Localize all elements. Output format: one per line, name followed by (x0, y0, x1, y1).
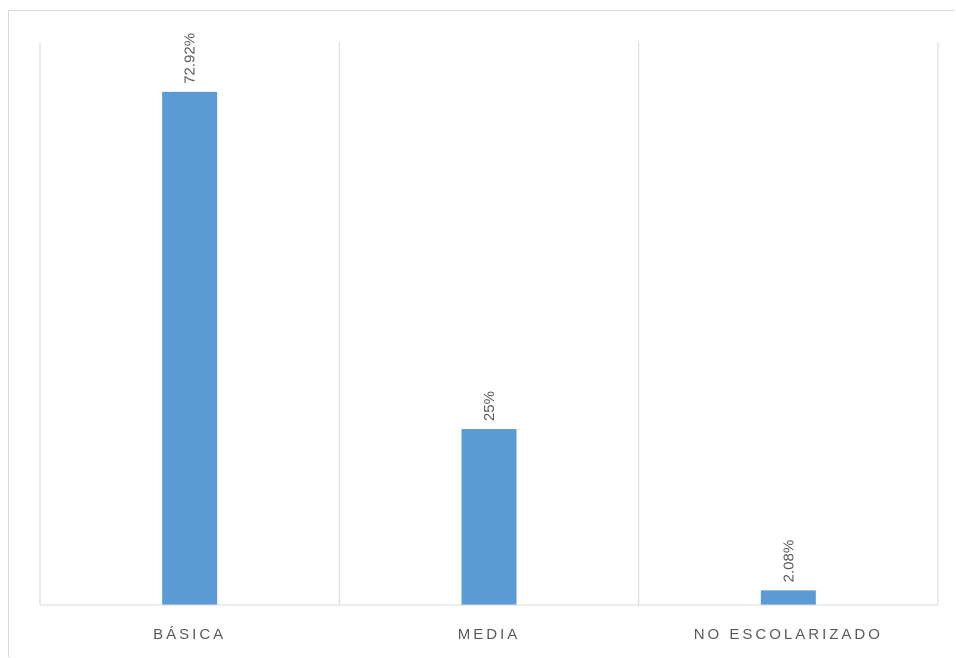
bar-2 (461, 429, 517, 605)
bar-1 (162, 91, 218, 605)
data-labels: 72.92% 25% 2.08% (182, 33, 798, 582)
bar-3 (760, 590, 816, 605)
data-label-3: 2.08% (780, 540, 797, 583)
category-label-3: NO ESCOLARIZADO (694, 626, 883, 643)
data-label-1: 72.92% (182, 33, 199, 84)
x-axis: BÁSICA MEDIA NO ESCOLARIZADO (40, 604, 938, 643)
bars (162, 91, 816, 605)
gridlines (39, 42, 939, 605)
category-label-1: BÁSICA (153, 626, 226, 643)
category-label-2: MEDIA (458, 626, 521, 643)
data-label-2: 25% (481, 391, 498, 421)
